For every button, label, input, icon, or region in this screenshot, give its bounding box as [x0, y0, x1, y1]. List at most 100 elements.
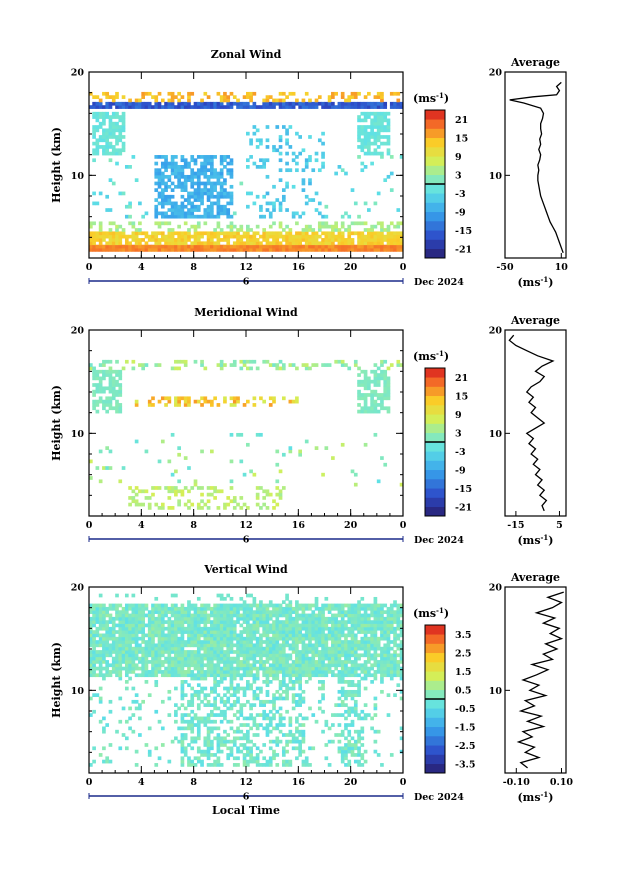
heatmap-cell: [223, 739, 227, 744]
heatmap-cell: [147, 234, 152, 239]
heatmap-cell: [370, 238, 374, 242]
heatmap-cell: [115, 403, 119, 407]
heatmap-cell: [252, 680, 257, 684]
heatmap-cell: [246, 683, 250, 688]
heatmap-cell: [232, 224, 237, 229]
heatmap-cell: [115, 399, 119, 404]
heatmap-cell: [174, 703, 178, 707]
heatmap-cell: [360, 626, 365, 631]
heatmap-cell: [187, 663, 191, 668]
heatmap-cell: [216, 726, 221, 731]
heatmap-cell: [232, 623, 237, 628]
heatmap-cell: [183, 749, 188, 754]
heatmap-cell: [196, 191, 201, 196]
heatmap-cell: [373, 363, 378, 367]
heatmap-cell: [187, 198, 191, 202]
heatmap-cell: [298, 733, 302, 737]
heatmap-cell: [337, 653, 342, 658]
heatmap-cell: [203, 396, 208, 401]
heatmap-cell: [255, 432, 260, 437]
heatmap-cell: [170, 666, 175, 671]
heatmap-cell: [134, 603, 139, 608]
heatmap-cell: [373, 663, 378, 668]
heatmap-cell: [370, 369, 374, 374]
heatmap-cell: [108, 248, 113, 252]
heatmap-cell: [324, 244, 329, 249]
heatmap-cell: [291, 610, 296, 614]
heatmap-cell: [265, 613, 270, 618]
heatmap-cell: [213, 171, 217, 176]
heatmap-cell: [353, 221, 358, 226]
heatmap-cell: [124, 686, 129, 691]
heatmap-cell: [262, 709, 267, 714]
heatmap-cell: [174, 603, 178, 608]
heatmap-cell: [206, 636, 211, 641]
heatmap-cell: [118, 616, 123, 621]
heatmap-cell: [229, 656, 234, 661]
heatmap-cell: [291, 248, 296, 252]
heatmap-cell: [278, 680, 283, 684]
heatmap-cell: [108, 606, 113, 611]
heatmap-cell: [92, 101, 96, 106]
heatmap-cell: [141, 502, 145, 507]
heatmap-cell: [226, 161, 231, 166]
heatmap-cell: [138, 716, 142, 721]
heatmap-cell: [216, 743, 221, 747]
heatmap-cell: [268, 663, 273, 668]
heatmap-cell: [360, 111, 365, 116]
heatmap-cell: [285, 663, 289, 668]
heatmap-cell: [210, 666, 214, 671]
heatmap-cell: [144, 363, 149, 367]
heatmap-cell: [174, 666, 178, 671]
heatmap-cell: [262, 633, 267, 638]
heatmap-cell: [311, 198, 316, 202]
heatmap-cell: [249, 633, 253, 638]
heatmap-cell: [311, 248, 316, 252]
heatmap-cell: [236, 726, 240, 731]
heatmap-cell: [367, 673, 371, 678]
heatmap-cell: [223, 98, 227, 103]
heatmap-cell: [236, 613, 240, 618]
heatmap-cell: [360, 763, 365, 767]
heatmap-cell: [298, 636, 302, 641]
heatmap-cell: [308, 105, 312, 109]
heatmap-cell: [210, 626, 214, 631]
heatmap-cell: [288, 673, 293, 678]
heatmap-cell: [92, 636, 96, 641]
heatmap-cell: [252, 610, 257, 614]
heatmap-cell: [308, 626, 312, 631]
heatmap-cell: [285, 640, 289, 644]
heatmap-cell: [331, 656, 335, 661]
heatmap-cell: [167, 91, 172, 96]
heatmap-cell: [295, 693, 299, 698]
heatmap-cell: [363, 95, 368, 99]
heatmap-cell: [223, 194, 227, 199]
heatmap-cell: [373, 234, 378, 239]
heatmap-cell: [373, 201, 378, 206]
heatmap-cell: [347, 733, 352, 737]
heatmap-cell: [170, 606, 175, 611]
heatmap-cell: [151, 653, 155, 658]
heatmap-cell: [210, 165, 214, 169]
heatmap-cell: [265, 241, 270, 246]
heatmap-cell: [285, 673, 289, 678]
heatmap-cell: [327, 633, 332, 638]
heatmap-cell: [344, 101, 348, 106]
heatmap-cell: [301, 729, 306, 734]
heatmap-cell: [128, 165, 132, 169]
heatmap-cell: [350, 709, 355, 714]
heatmap-cell: [121, 636, 126, 641]
heatmap-cell: [203, 743, 208, 747]
heatmap-cell: [102, 115, 106, 119]
heatmap-cell: [285, 656, 289, 661]
heatmap-cell: [249, 749, 253, 754]
heatmap-cell: [118, 630, 123, 634]
heatmap-cell: [193, 620, 198, 624]
heatmap-cell: [196, 623, 201, 628]
heatmap-cell: [111, 633, 116, 638]
heatmap-cell: [255, 673, 260, 678]
heatmap-cell: [229, 650, 234, 654]
heatmap-cell: [223, 596, 227, 601]
heatmap-cell: [331, 228, 335, 232]
heatmap-cell: [360, 623, 365, 628]
